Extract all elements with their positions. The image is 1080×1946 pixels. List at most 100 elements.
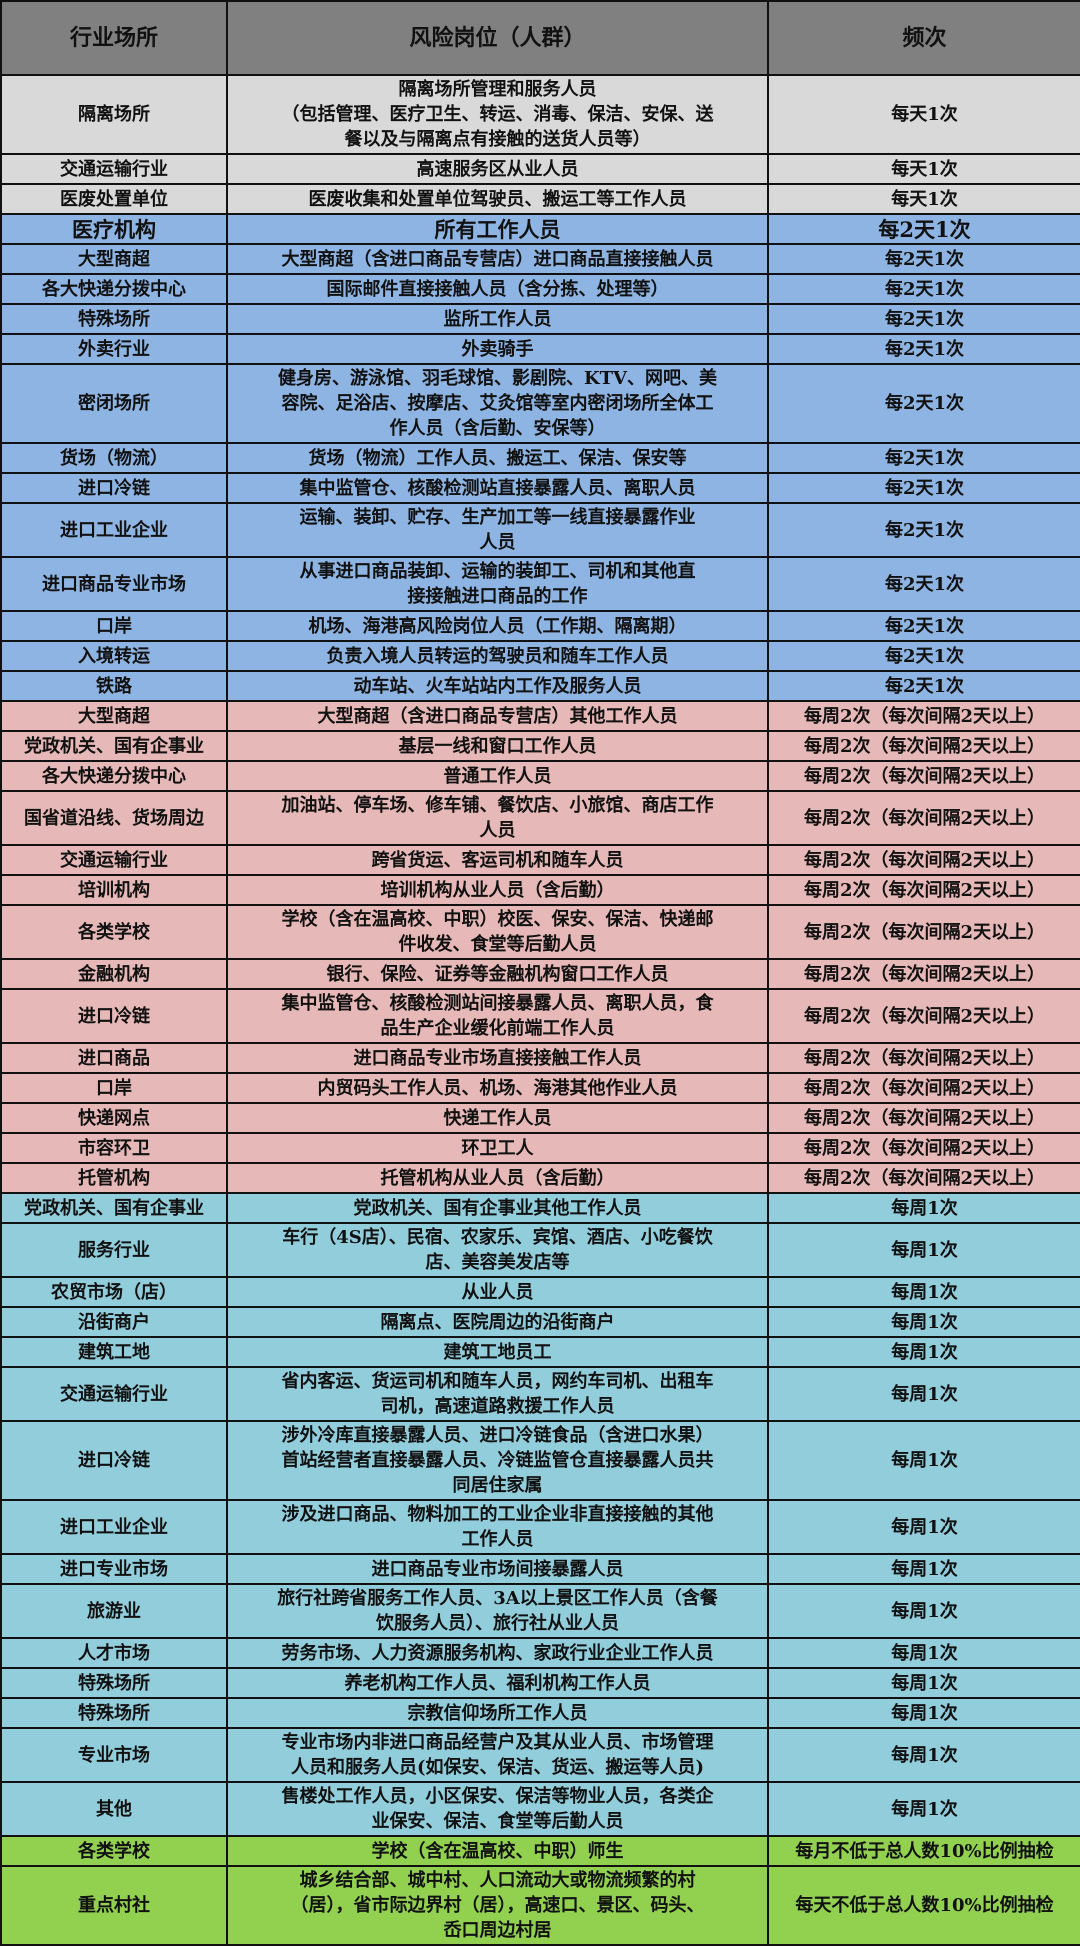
table-row: 人才市场 劳务市场、人力资源服务机构、家政行业企业工作人员 每周1次 bbox=[0, 1637, 1080, 1669]
position-cell: 涉及进口商品、物料加工的工业企业非直接接触的其他 工作人员 bbox=[226, 1499, 769, 1555]
position-cell: 运输、装卸、贮存、生产加工等一线直接暴露作业 人员 bbox=[226, 502, 769, 558]
position-cell: 涉外冷库直接暴露人员、进口冷链食品（含进口水果） 首站经营者直接暴露人员、冷链监… bbox=[226, 1420, 769, 1501]
position-cell: 培训机构从业人员（含后勤） bbox=[226, 874, 769, 906]
table-row: 专业市场 专业市场内非进口商品经营户及其从业人员、市场管理 人员和服务人员(如保安… bbox=[0, 1727, 1080, 1783]
table-row: 各大快递分拨中心 国际邮件直接接触人员（含分拣、处理等） 每2天1次 bbox=[0, 273, 1080, 305]
position-cell: 学校（含在温高校、中职）校医、保安、保洁、快递邮 件收发、食堂等后勤人员 bbox=[226, 904, 769, 960]
frequency-cell: 每周2次（每次间隔2天以上） bbox=[767, 1102, 1080, 1134]
frequency-cell: 每周2次（每次间隔2天以上） bbox=[767, 730, 1080, 762]
position-cell: 托管机构从业人员（含后勤） bbox=[226, 1162, 769, 1194]
frequency-cell: 每周1次 bbox=[767, 1420, 1080, 1501]
industry-cell: 专业市场 bbox=[0, 1727, 228, 1783]
frequency-cell: 每周1次 bbox=[767, 1637, 1080, 1669]
table-row: 特殊场所 宗教信仰场所工作人员 每周1次 bbox=[0, 1697, 1080, 1729]
industry-cell: 市容环卫 bbox=[0, 1132, 228, 1164]
industry-cell: 大型商超 bbox=[0, 700, 228, 732]
table-row: 进口冷链 涉外冷库直接暴露人员、进口冷链食品（含进口水果） 首站经营者直接暴露人员… bbox=[0, 1420, 1080, 1501]
industry-cell: 其他 bbox=[0, 1781, 228, 1837]
position-cell: 加油站、停车场、修车铺、餐饮店、小旅馆、商店工作 人员 bbox=[226, 790, 769, 846]
table-row: 医废处置单位 医废收集和处置单位驾驶员、搬运工等工作人员 每天1次 bbox=[0, 183, 1080, 215]
frequency-cell: 每周1次 bbox=[767, 1366, 1080, 1422]
frequency-cell: 每周1次 bbox=[767, 1727, 1080, 1783]
table-row: 服务行业 车行（4S店）、民宿、农家乐、宾馆、酒店、小吃餐饮 店、美容美发店等 每周… bbox=[0, 1222, 1080, 1278]
frequency-cell: 每周1次 bbox=[767, 1553, 1080, 1585]
table-row: 党政机关、国有企事业 党政机关、国有企事业其他工作人员 每周1次 bbox=[0, 1192, 1080, 1224]
frequency-cell: 每周2次（每次间隔2天以上） bbox=[767, 844, 1080, 876]
frequency-cell: 每2天1次 bbox=[767, 333, 1080, 365]
position-cell: 快递工作人员 bbox=[226, 1102, 769, 1134]
frequency-cell: 每周1次 bbox=[767, 1276, 1080, 1308]
table-row: 各类学校 学校（含在温高校、中职）校医、保安、保洁、快递邮 件收发、食堂等后勤人员… bbox=[0, 904, 1080, 960]
frequency-cell: 每2天1次 bbox=[767, 213, 1080, 245]
industry-cell: 培训机构 bbox=[0, 874, 228, 906]
header-row: 行业场所 风险岗位（人群） 频次 bbox=[0, 0, 1080, 76]
table-row: 进口商品专业市场 从事进口商品装卸、运输的装卸工、司机和其他直 接接触进口商品的工… bbox=[0, 556, 1080, 612]
table-body: 隔离场所 隔离场所管理和服务人员 （包括管理、医疗卫生、转运、消毒、保洁、安保、送… bbox=[0, 74, 1080, 1946]
industry-cell: 交通运输行业 bbox=[0, 153, 228, 185]
industry-cell: 货场（物流） bbox=[0, 442, 228, 474]
industry-cell: 各大快递分拨中心 bbox=[0, 760, 228, 792]
table-row: 医疗机构 所有工作人员 每2天1次 bbox=[0, 213, 1080, 245]
position-cell: 机场、海港高风险岗位人员（工作期、隔离期） bbox=[226, 610, 769, 642]
frequency-cell: 每天1次 bbox=[767, 74, 1080, 155]
industry-cell: 沿街商户 bbox=[0, 1306, 228, 1338]
table-row: 进口工业企业 运输、装卸、贮存、生产加工等一线直接暴露作业 人员 每2天1次 bbox=[0, 502, 1080, 558]
industry-cell: 特殊场所 bbox=[0, 303, 228, 335]
frequency-cell: 每周1次 bbox=[767, 1667, 1080, 1699]
position-cell: 养老机构工作人员、福利机构工作人员 bbox=[226, 1667, 769, 1699]
industry-cell: 各类学校 bbox=[0, 1835, 228, 1867]
position-cell: 基层一线和窗口工作人员 bbox=[226, 730, 769, 762]
header-position: 风险岗位（人群） bbox=[226, 0, 769, 76]
position-cell: 旅行社跨省服务工作人员、3A以上景区工作人员（含餐 饮服务人员）、旅行社从业人员 bbox=[226, 1583, 769, 1639]
frequency-cell: 每周2次（每次间隔2天以上） bbox=[767, 1072, 1080, 1104]
industry-cell: 国省道沿线、货场周边 bbox=[0, 790, 228, 846]
industry-cell: 党政机关、国有企事业 bbox=[0, 1192, 228, 1224]
frequency-cell: 每2天1次 bbox=[767, 610, 1080, 642]
industry-cell: 口岸 bbox=[0, 610, 228, 642]
industry-cell: 服务行业 bbox=[0, 1222, 228, 1278]
position-cell: 学校（含在温高校、中职）师生 bbox=[226, 1835, 769, 1867]
frequency-cell: 每周2次（每次间隔2天以上） bbox=[767, 904, 1080, 960]
table-row: 市容环卫 环卫工人 每周2次（每次间隔2天以上） bbox=[0, 1132, 1080, 1164]
industry-cell: 金融机构 bbox=[0, 958, 228, 990]
frequency-cell: 每周1次 bbox=[767, 1192, 1080, 1224]
industry-cell: 医疗机构 bbox=[0, 213, 228, 245]
industry-cell: 重点村社 bbox=[0, 1865, 228, 1946]
table-row: 入境转运 负责入境人员转运的驾驶员和随车工作人员 每2天1次 bbox=[0, 640, 1080, 672]
position-cell: 动车站、火车站站内工作及服务人员 bbox=[226, 670, 769, 702]
frequency-cell: 每月不低于总人数10%比例抽检 bbox=[767, 1835, 1080, 1867]
frequency-cell: 每周2次（每次间隔2天以上） bbox=[767, 700, 1080, 732]
frequency-cell: 每2天1次 bbox=[767, 640, 1080, 672]
table-row: 铁路 动车站、火车站站内工作及服务人员 每2天1次 bbox=[0, 670, 1080, 702]
table-row: 进口冷链 集中监管仓、核酸检测站直接暴露人员、离职人员 每2天1次 bbox=[0, 472, 1080, 504]
table-row: 口岸 内贸码头工作人员、机场、海港其他作业人员 每周2次（每次间隔2天以上） bbox=[0, 1072, 1080, 1104]
table-row: 各大快递分拨中心 普通工作人员 每周2次（每次间隔2天以上） bbox=[0, 760, 1080, 792]
frequency-cell: 每2天1次 bbox=[767, 472, 1080, 504]
position-cell: 大型商超（含进口商品专营店）其他工作人员 bbox=[226, 700, 769, 732]
frequency-cell: 每周1次 bbox=[767, 1222, 1080, 1278]
position-cell: 省内客运、货运司机和随车人员，网约车司机、出租车 司机，高速道路救援工作人员 bbox=[226, 1366, 769, 1422]
table-row: 进口工业企业 涉及进口商品、物料加工的工业企业非直接接触的其他 工作人员 每周1次 bbox=[0, 1499, 1080, 1555]
position-cell: 环卫工人 bbox=[226, 1132, 769, 1164]
position-cell: 售楼处工作人员，小区保安、保洁等物业人员，各类企 业保安、保洁、食堂等后勤人员 bbox=[226, 1781, 769, 1837]
industry-cell: 各大快递分拨中心 bbox=[0, 273, 228, 305]
industry-cell: 医废处置单位 bbox=[0, 183, 228, 215]
table-row: 建筑工地 建筑工地员工 每周1次 bbox=[0, 1336, 1080, 1368]
industry-cell: 大型商超 bbox=[0, 243, 228, 275]
table-row: 交通运输行业 跨省货运、客运司机和随车人员 每周2次（每次间隔2天以上） bbox=[0, 844, 1080, 876]
position-cell: 集中监管仓、核酸检测站直接暴露人员、离职人员 bbox=[226, 472, 769, 504]
industry-cell: 进口商品专业市场 bbox=[0, 556, 228, 612]
industry-cell: 交通运输行业 bbox=[0, 844, 228, 876]
table-row: 沿街商户 隔离点、医院周边的沿街商户 每周1次 bbox=[0, 1306, 1080, 1338]
frequency-cell: 每周2次（每次间隔2天以上） bbox=[767, 760, 1080, 792]
position-cell: 监所工作人员 bbox=[226, 303, 769, 335]
frequency-cell: 每2天1次 bbox=[767, 303, 1080, 335]
industry-cell: 密闭场所 bbox=[0, 363, 228, 444]
industry-cell: 进口冷链 bbox=[0, 472, 228, 504]
frequency-cell: 每天不低于总人数10%比例抽检 bbox=[767, 1865, 1080, 1946]
table-row: 托管机构 托管机构从业人员（含后勤） 每周2次（每次间隔2天以上） bbox=[0, 1162, 1080, 1194]
industry-cell: 特殊场所 bbox=[0, 1697, 228, 1729]
industry-cell: 快递网点 bbox=[0, 1102, 228, 1134]
frequency-cell: 每2天1次 bbox=[767, 442, 1080, 474]
header-industry: 行业场所 bbox=[0, 0, 228, 76]
